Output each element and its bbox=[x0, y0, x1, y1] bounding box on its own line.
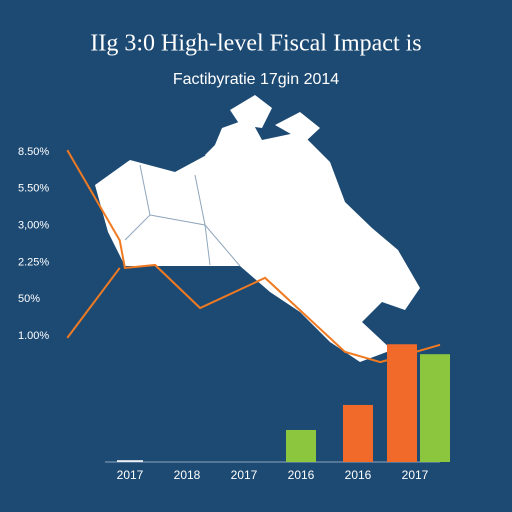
x-tick-label: 2016 bbox=[345, 468, 372, 482]
x-tick-label: 2016 bbox=[288, 468, 315, 482]
bar bbox=[420, 354, 450, 462]
x-tick-label: 2017 bbox=[231, 468, 258, 482]
bar bbox=[387, 344, 417, 462]
x-tick-label: 2017 bbox=[402, 468, 429, 482]
y-tick-label: 5.50% bbox=[18, 183, 49, 195]
map bbox=[95, 95, 420, 362]
y-tick-label: 50% bbox=[18, 293, 40, 305]
bar bbox=[343, 404, 373, 462]
line bbox=[66, 267, 121, 339]
x-tick-label: 2018 bbox=[174, 468, 201, 482]
line bbox=[66, 149, 441, 364]
y-tick-label: 3,00% bbox=[18, 220, 49, 232]
chart-title: IIg 3:0 High-level Fiscal Impact is bbox=[90, 31, 421, 57]
x-tick-label: 2017 bbox=[117, 468, 144, 482]
y-tick-label: 1.00% bbox=[18, 330, 49, 342]
y-tick-label: 2.25% bbox=[18, 256, 49, 268]
map-borders bbox=[124, 164, 241, 267]
chart-subtitle: Factibyratie 17gin 2014 bbox=[173, 71, 339, 88]
bar bbox=[286, 429, 316, 462]
y-tick-label: 8.50% bbox=[18, 146, 49, 158]
bar bbox=[117, 460, 143, 462]
